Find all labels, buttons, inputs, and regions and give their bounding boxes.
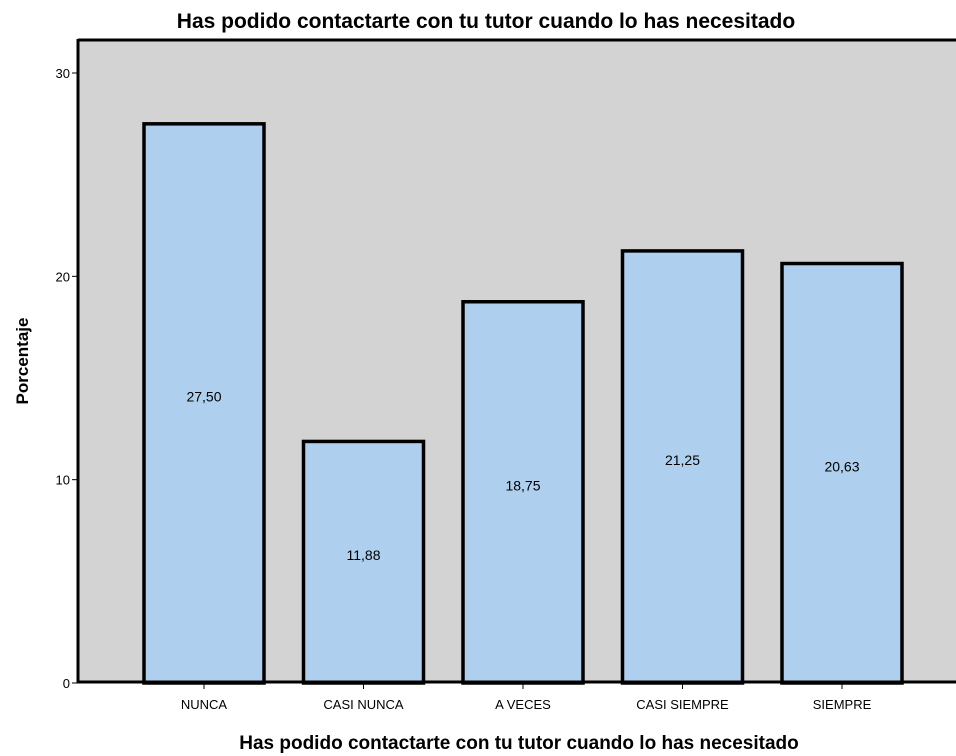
chart-title: Has podido contactarte con tu tutor cuan… (177, 10, 795, 33)
bar (301, 439, 426, 685)
y-tick-label: 20 (56, 269, 70, 284)
x-category-label: A VECES (495, 697, 551, 712)
bar-value-label: 21,25 (665, 452, 700, 468)
x-category-label: NUNCA (181, 697, 228, 712)
bars-group: 27,50 11,88 18,75 21,25 20,63 (142, 122, 904, 685)
bar (620, 249, 745, 685)
x-category-label: SIEMPRE (813, 697, 872, 712)
x-categories-group: NUNCA CASI NUNCA A VECES CASI SIEMPRE SIEMPR… (181, 683, 872, 712)
x-category-label: CASI NUNCA (323, 697, 404, 712)
bar-value-label: 20,63 (824, 458, 859, 474)
bar (142, 122, 266, 685)
bar (461, 300, 585, 685)
y-tick-label: 30 (56, 66, 70, 81)
x-axis-label: Has podido contactarte con tu tutor cuan… (239, 733, 799, 754)
y-tick-label: 10 (56, 473, 70, 488)
bar-value-label: 11,88 (347, 547, 381, 563)
bar-value-label: 18,75 (505, 477, 540, 493)
y-ticks-group: 0 10 20 30 (56, 66, 78, 691)
bar-value-label: 27,50 (186, 388, 221, 404)
y-axis-label: Porcentaje (13, 318, 32, 405)
bar (780, 261, 904, 685)
x-category-label: CASI SIEMPRE (636, 697, 729, 712)
y-tick-label: 0 (63, 676, 70, 691)
